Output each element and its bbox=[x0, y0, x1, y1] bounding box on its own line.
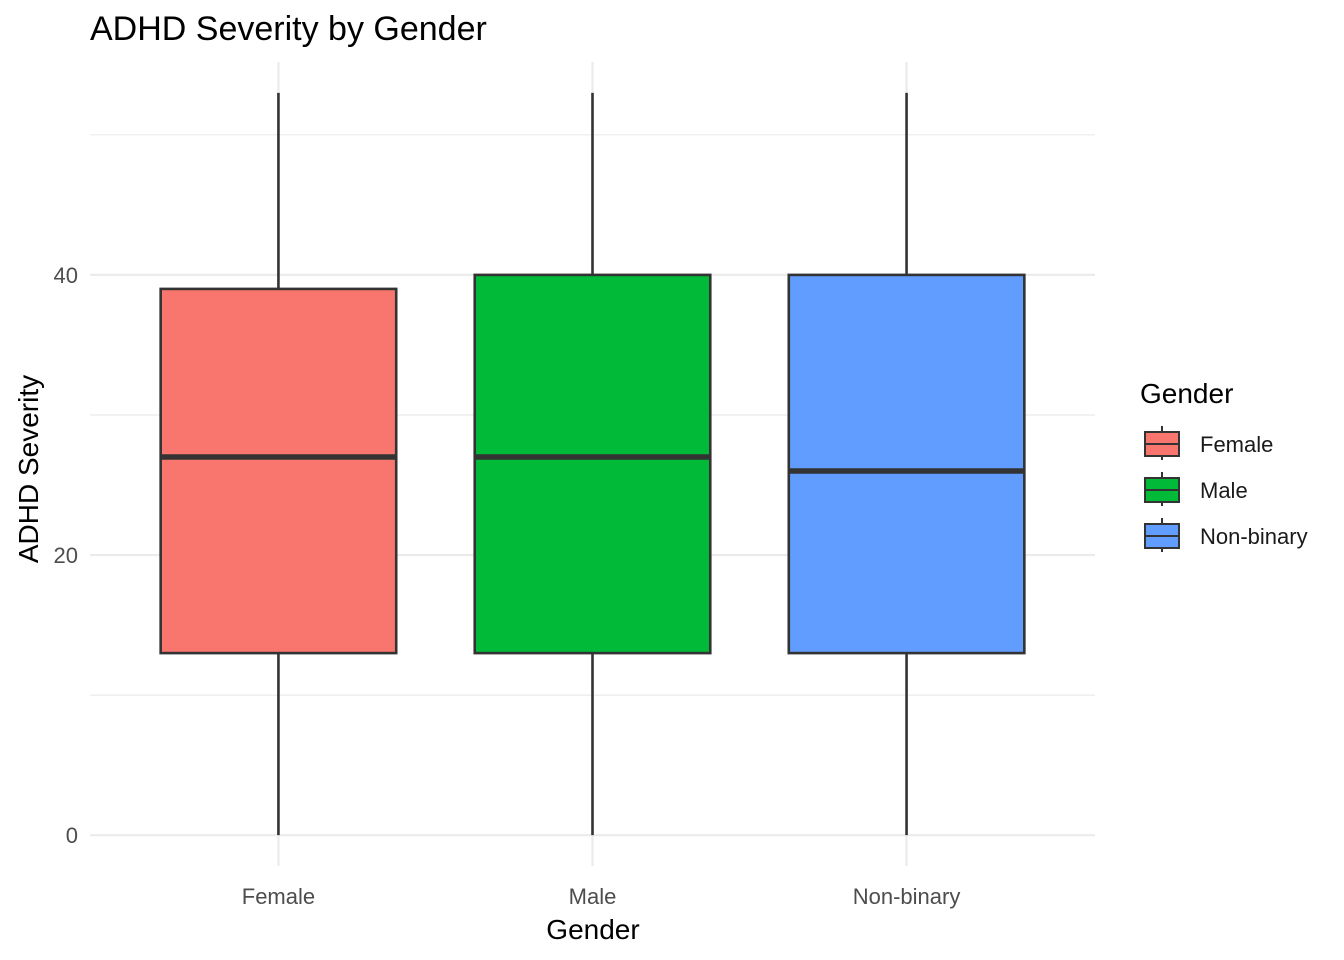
y-tick-label: 20 bbox=[54, 543, 78, 568]
box-group bbox=[787, 92, 1026, 836]
box-group bbox=[473, 92, 712, 836]
box bbox=[473, 273, 712, 655]
x-tick-label: Female bbox=[242, 884, 315, 909]
x-axis-title: Gender bbox=[546, 914, 639, 945]
box bbox=[787, 273, 1026, 655]
boxes bbox=[159, 92, 1026, 836]
legend: Gender Female Male Non-binary bbox=[1140, 378, 1308, 552]
x-tick-label: Male bbox=[569, 884, 617, 909]
legend-item: Male bbox=[1144, 472, 1248, 506]
legend-label: Male bbox=[1200, 478, 1248, 503]
box-group bbox=[159, 92, 398, 836]
y-tick-label: 0 bbox=[66, 823, 78, 848]
legend-label: Female bbox=[1200, 432, 1273, 457]
axes: 0 20 40 Female Male Non-binary bbox=[54, 263, 961, 909]
y-axis-title: ADHD Severity bbox=[13, 375, 44, 563]
legend-label: Non-binary bbox=[1200, 524, 1308, 549]
legend-item: Non-binary bbox=[1144, 518, 1308, 552]
legend-items: Female Male Non-binary bbox=[1144, 426, 1308, 552]
legend-title: Gender bbox=[1140, 378, 1233, 409]
y-tick-label: 40 bbox=[54, 263, 78, 288]
x-tick-label: Non-binary bbox=[853, 884, 961, 909]
chart-title: ADHD Severity by Gender bbox=[90, 10, 487, 48]
box bbox=[159, 287, 398, 655]
legend-item: Female bbox=[1144, 426, 1273, 460]
